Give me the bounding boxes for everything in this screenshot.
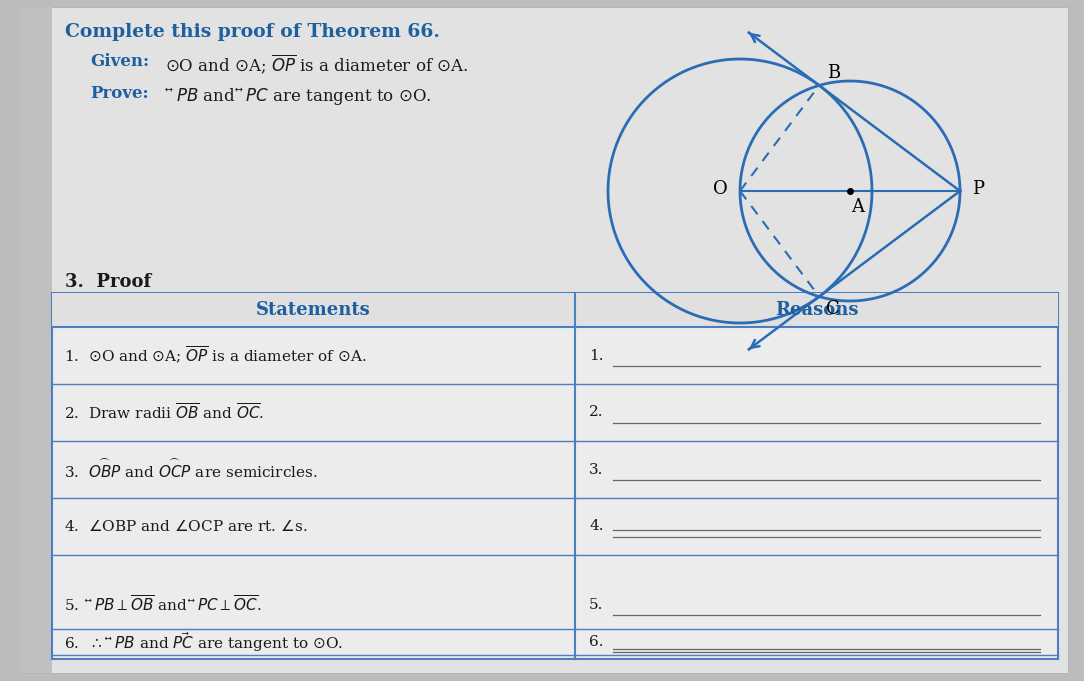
Text: 2.  Draw radii $\overline{OB}$ and $\overline{OC}$.: 2. Draw radii $\overline{OB}$ and $\over… [64,402,264,423]
Bar [52,293,1058,659]
Text: 4.: 4. [589,520,604,533]
Text: 3.  $\overset{\frown}{OBP}$ and $\overset{\frown}{OCP}$ are semicircles.: 3. $\overset{\frown}{OBP}$ and $\overset… [64,458,318,481]
Text: 3.  Proof: 3. Proof [65,273,152,291]
Text: $\overleftrightarrow{PB}$ and $\overleftrightarrow{PC}$ are tangent to $\odot$O.: $\overleftrightarrow{PB}$ and $\overleft… [165,85,431,107]
Text: Reasons: Reasons [775,301,859,319]
Text: Complete this proof of Theorem 66.: Complete this proof of Theorem 66. [65,23,440,41]
Text: 1.  $\odot$O and $\odot$A; $\overline{OP}$ is a diameter of $\odot$A.: 1. $\odot$O and $\odot$A; $\overline{OP}… [64,345,366,366]
Text: 5.  $\overleftrightarrow{PB}$$\perp$$\overline{OB}$ and $\overleftrightarrow{PC}: 5. $\overleftrightarrow{PB}$$\perp$$\ove… [64,595,261,615]
Bar [20,7,52,673]
Text: Statements: Statements [256,301,371,319]
Text: C: C [826,300,840,317]
Text: 3.: 3. [589,462,604,477]
Text: O: O [712,180,727,198]
Text: Prove:: Prove: [90,85,149,102]
Text: 1.: 1. [589,349,604,362]
Text: $\odot$O and $\odot$A; $\overline{OP}$ is a diameter of $\odot$A.: $\odot$O and $\odot$A; $\overline{OP}$ i… [165,53,468,76]
Text: 5.: 5. [589,598,604,612]
Text: 6.: 6. [589,635,604,649]
Text: P: P [972,180,984,198]
Text: 6.  $\therefore$ $\overleftrightarrow{PB}$ and $\vec{PC}$ are tangent to $\odot$: 6. $\therefore$ $\overleftrightarrow{PB}… [64,630,344,654]
Text: A: A [852,198,865,216]
Text: 4.  $\angle$OBP and $\angle$OCP are rt. $\angle$s.: 4. $\angle$OBP and $\angle$OCP are rt. $… [64,519,308,534]
Text: B: B [827,65,840,82]
Text: 2.: 2. [589,405,604,419]
Bar [52,293,1058,327]
Text: Given:: Given: [90,53,150,70]
